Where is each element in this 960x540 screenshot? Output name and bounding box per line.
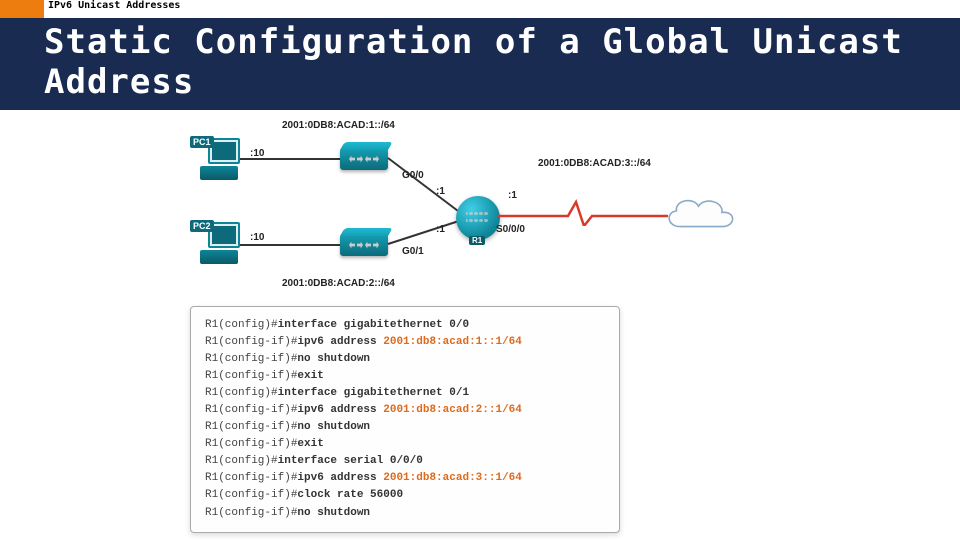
slide-header: IPv6 Unicast Addresses Static Configurat… [0, 0, 960, 110]
net-label-top: 2001:0DB8:ACAD:1::/64 [282, 120, 395, 131]
cli-line: R1(config-if)#no shutdown [205, 419, 605, 436]
cli-line: R1(config-if)#no shutdown [205, 351, 605, 368]
pc2-label: PC2 [190, 220, 214, 232]
wan-cloud [660, 192, 740, 236]
router-r1: R1 [456, 196, 500, 240]
pc2: PC2 [190, 220, 242, 268]
cli-line: R1(config-if)#ipv6 address 2001:db8:acad… [205, 334, 605, 351]
cli-line: R1(config-if)#clock rate 56000 [205, 487, 605, 504]
pc2-addr: :10 [250, 232, 264, 243]
subtitle-bar: IPv6 Unicast Addresses [0, 0, 960, 18]
cli-line: R1(config-if)#exit [205, 368, 605, 385]
accent-block [0, 0, 44, 18]
net-label-right: 2001:0DB8:ACAD:3::/64 [538, 158, 651, 169]
cli-line: R1(config-if)#exit [205, 436, 605, 453]
link-pc1-sw1 [240, 158, 340, 160]
intf-g01: G0/1 [402, 246, 424, 257]
cli-line: R1(config)#interface gigabitethernet 0/1 [205, 385, 605, 402]
serial-link [498, 196, 668, 226]
cli-line: R1(config-if)#no shutdown [205, 505, 605, 522]
intf-g00: G0/0 [402, 170, 424, 181]
cli-terminal: R1(config)#interface gigabitethernet 0/0… [190, 306, 620, 533]
cli-line: R1(config)#interface serial 0/0/0 [205, 453, 605, 470]
network-diagram: 2001:0DB8:ACAD:1::/64 2001:0DB8:ACAD:2::… [190, 120, 770, 300]
slide-content: 2001:0DB8:ACAD:1::/64 2001:0DB8:ACAD:2::… [0, 110, 960, 533]
intf-g00-addr: :1 [436, 186, 445, 197]
router-label: R1 [469, 236, 485, 245]
switch1 [340, 148, 388, 170]
slide-subtitle: IPv6 Unicast Addresses [44, 0, 180, 18]
net-label-bottom: 2001:0DB8:ACAD:2::/64 [282, 278, 395, 289]
pc1: PC1 [190, 136, 242, 184]
slide-title: Static Configuration of a Global Unicast… [0, 18, 960, 110]
intf-g01-addr: :1 [436, 224, 445, 235]
cli-line: R1(config-if)#ipv6 address 2001:db8:acad… [205, 470, 605, 487]
pc1-label: PC1 [190, 136, 214, 148]
cli-line: R1(config-if)#ipv6 address 2001:db8:acad… [205, 402, 605, 419]
switch2 [340, 234, 388, 256]
link-pc2-sw2 [240, 244, 340, 246]
cli-line: R1(config)#interface gigabitethernet 0/0 [205, 317, 605, 334]
